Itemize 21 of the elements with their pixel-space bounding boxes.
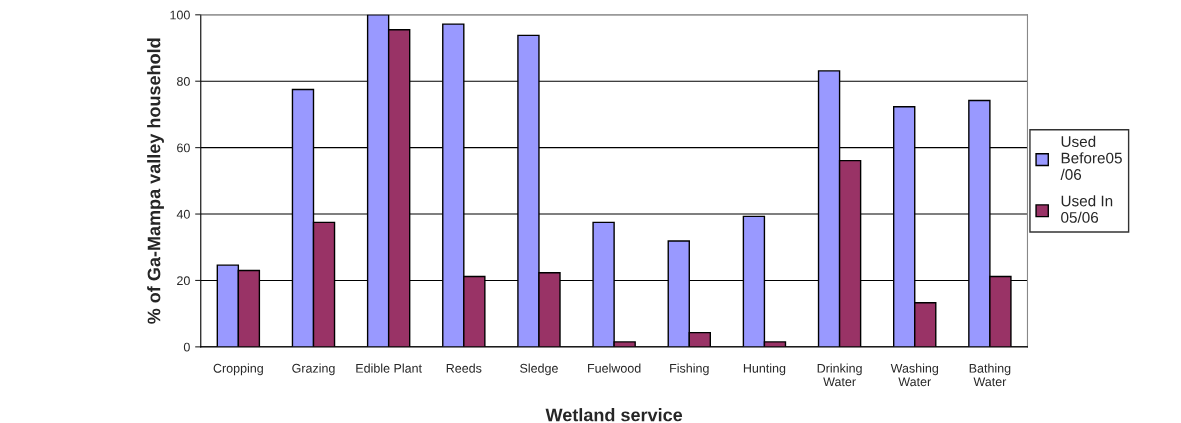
legend-label: Used In 05/06 (1061, 195, 1113, 223)
y-axis-title: % of Ga-Mampa valley household (147, 38, 164, 324)
y-tick-label: 40 (176, 209, 190, 219)
x-tick-label: Bathing Water (969, 363, 1011, 387)
x-tick-label: Sledge (520, 363, 558, 376)
x-tick-label: Washing Water (890, 363, 939, 387)
x-tick-label: Edible Plant (356, 363, 422, 373)
y-tick-label: 20 (177, 276, 190, 286)
x-tick-label: Fishing (670, 363, 709, 376)
x-tick-label: Fuelwood (588, 363, 641, 373)
x-tick-label: Reeds (446, 363, 482, 373)
y-tick-label: 100 (170, 10, 190, 20)
legend-label: Used Before05 /06 (1060, 135, 1122, 180)
y-tick-label: 0 (183, 342, 190, 352)
y-tick-label: 60 (177, 143, 190, 153)
x-tick-label: Grazing (292, 363, 335, 376)
x-tick-label: Drinking Water (817, 363, 862, 387)
x-axis-title: Wetland service (545, 408, 683, 422)
y-tick-label: 80 (176, 77, 190, 86)
x-tick-label: Hunting (743, 363, 786, 376)
x-tick-label: Cropping (213, 363, 263, 376)
